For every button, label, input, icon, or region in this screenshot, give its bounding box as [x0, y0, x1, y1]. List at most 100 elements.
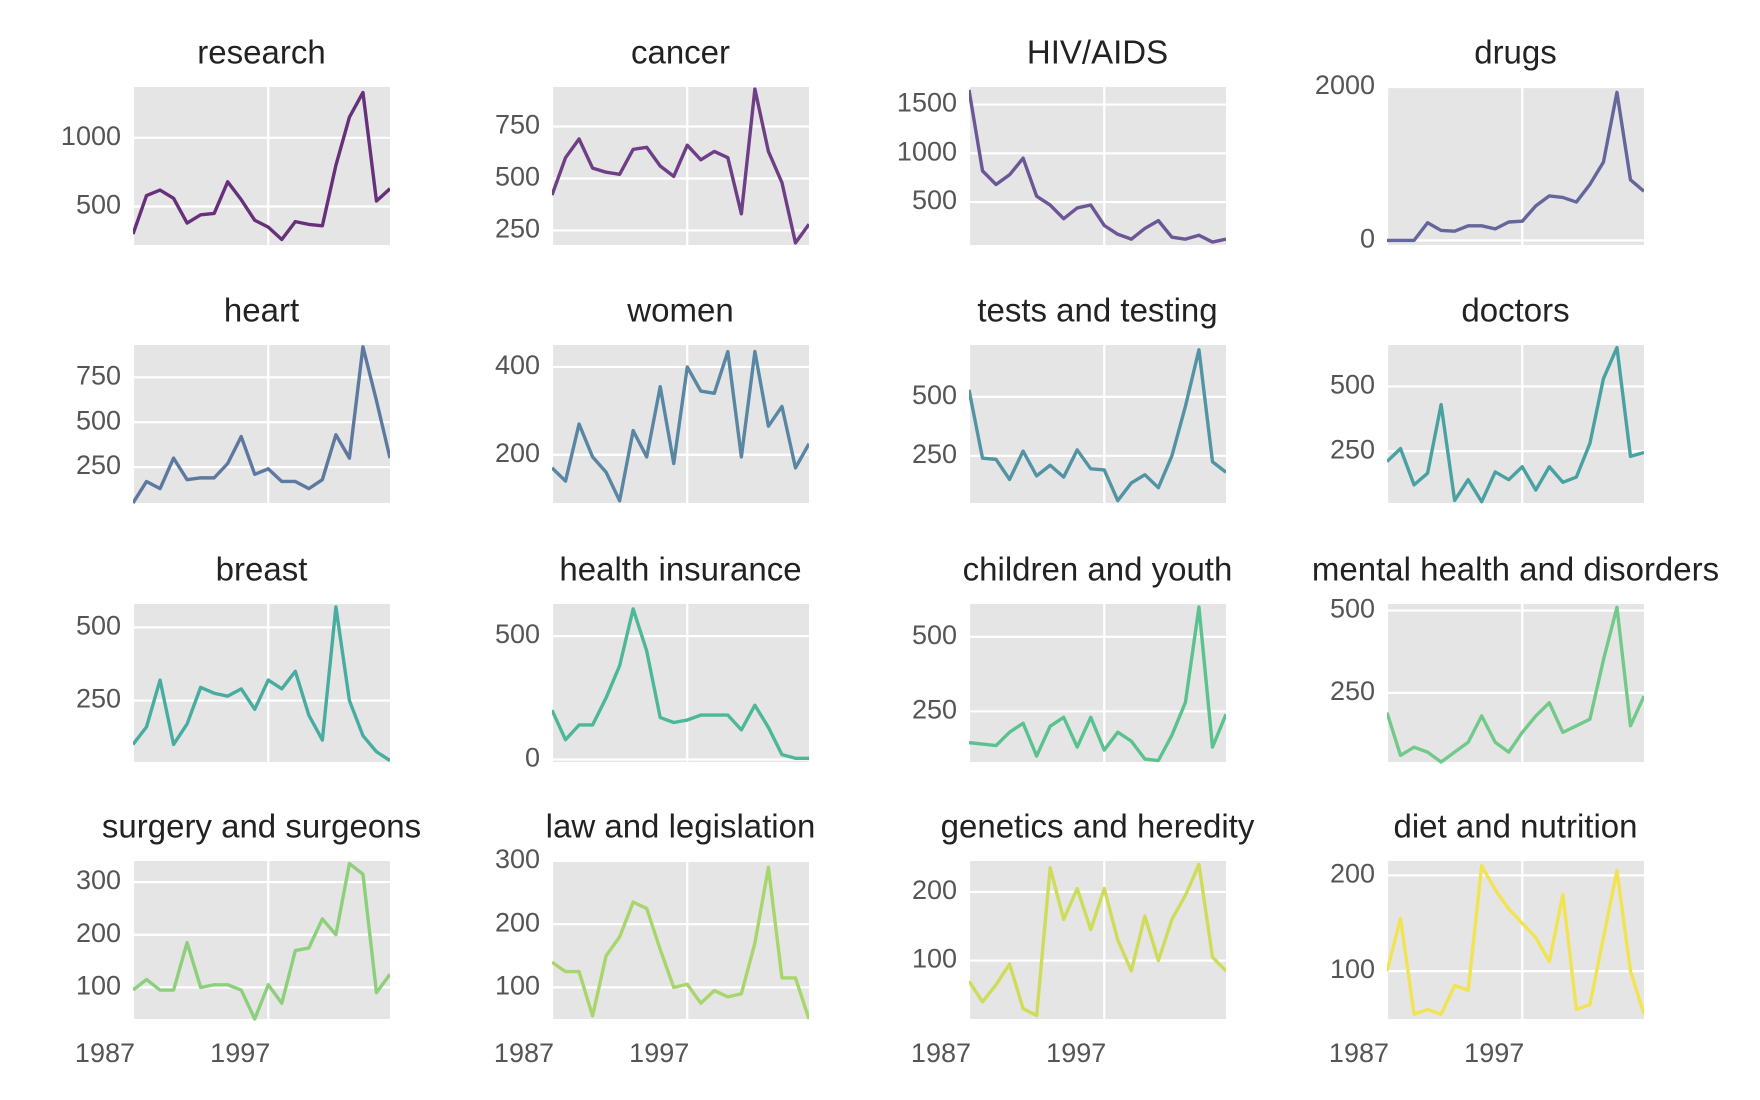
- y-tick-label: 400: [495, 350, 540, 380]
- subplot-title: cancer: [631, 34, 730, 71]
- y-tick-label: 2000: [1315, 70, 1375, 100]
- subplot-title: children and youth: [963, 551, 1233, 588]
- subplot-title: health insurance: [559, 551, 801, 588]
- x-tick-label: 1997: [1046, 1038, 1106, 1068]
- subplot: 100 200 1987 1997 diet and nutrition: [1329, 808, 1644, 1068]
- x-tick-label: 1997: [629, 1038, 689, 1068]
- subplot-title: mental health and disorders: [1312, 551, 1719, 588]
- subplot-title: heart: [224, 292, 299, 329]
- subplot: 100 200 300 1987 1997 law and legislation: [494, 808, 815, 1068]
- y-tick-label: 0: [525, 743, 540, 773]
- x-tick-label: 1987: [75, 1038, 135, 1068]
- line-series: [552, 87, 809, 245]
- plot-background: [133, 861, 390, 1019]
- subplot: 250 500 750 heart: [76, 292, 390, 504]
- subplot: 250 500 750 cancer: [495, 34, 809, 245]
- y-tick-label: 100: [1330, 954, 1375, 984]
- y-tick-label: 500: [76, 405, 121, 435]
- y-tick-label: 200: [912, 875, 957, 905]
- y-tick-label: 250: [912, 694, 957, 724]
- y-tick-label: 500: [912, 380, 957, 410]
- line-series: [552, 607, 809, 760]
- subplot: 250 500 tests and testing: [912, 292, 1226, 503]
- x-tick-label: 1997: [210, 1038, 270, 1068]
- line-series: [552, 865, 809, 1020]
- x-tick-label: 1997: [1464, 1038, 1524, 1068]
- y-tick-label: 1000: [61, 121, 121, 151]
- subplot: 250 500 mental health and disorders: [1312, 551, 1719, 764]
- x-tick-label: 1987: [494, 1038, 554, 1068]
- plot-background: [552, 604, 809, 762]
- subplot: 250 500 children and youth: [912, 551, 1233, 763]
- plot-background: [969, 861, 1226, 1019]
- subplot-title: drugs: [1474, 34, 1557, 71]
- line-series: [552, 349, 809, 503]
- y-tick-label: 250: [912, 439, 957, 469]
- y-tick-label: 250: [495, 214, 540, 244]
- subplot: 500 1000 research: [61, 34, 390, 245]
- subplot-title: HIV/AIDS: [1027, 34, 1168, 71]
- subplot-title: women: [626, 292, 733, 329]
- plot-background: [552, 87, 809, 245]
- subplot: 100 200 1987 1997 genetics and heredity: [911, 808, 1255, 1068]
- y-tick-label: 500: [495, 162, 540, 192]
- subplot-title: genetics and heredity: [941, 808, 1255, 845]
- subplot: 200 400 women: [495, 292, 809, 503]
- y-tick-label: 0: [1360, 224, 1375, 254]
- y-tick-label: 500: [912, 620, 957, 650]
- y-tick-label: 250: [76, 450, 121, 480]
- y-tick-label: 200: [1330, 858, 1375, 888]
- plot-background: [1387, 345, 1644, 503]
- subplot-title: research: [197, 34, 325, 71]
- plot-background: [133, 345, 390, 503]
- plot-background: [1387, 604, 1644, 762]
- y-tick-label: 750: [495, 110, 540, 140]
- y-tick-label: 500: [76, 611, 121, 641]
- y-tick-label: 200: [495, 907, 540, 937]
- line-series: [133, 605, 390, 762]
- y-tick-label: 100: [912, 944, 957, 974]
- y-tick-label: 250: [1330, 434, 1375, 464]
- y-tick-label: 300: [495, 844, 540, 874]
- y-tick-label: 200: [76, 918, 121, 948]
- subplot: 250 500 breast: [76, 551, 390, 762]
- y-tick-label: 500: [1330, 370, 1375, 400]
- y-tick-label: 100: [76, 971, 121, 1001]
- y-tick-label: 750: [76, 360, 121, 390]
- line-series: [133, 861, 390, 1021]
- subplot: 0 2000 drugs: [1315, 34, 1644, 254]
- x-tick-label: 1987: [911, 1038, 971, 1068]
- line-series: [1387, 605, 1644, 764]
- y-tick-label: 1000: [897, 136, 957, 166]
- subplot: 500 1000 1500 HIV/AIDS: [897, 34, 1226, 245]
- plot-background: [969, 87, 1226, 245]
- y-tick-label: 300: [76, 865, 121, 895]
- subplot-title: tests and testing: [977, 292, 1217, 329]
- subplot: 0 500 health insurance: [495, 551, 809, 773]
- line-series: [969, 348, 1226, 503]
- subplot-title: breast: [216, 551, 308, 588]
- subplot: 250 500 doctors: [1330, 292, 1644, 504]
- subplot-title: doctors: [1461, 292, 1569, 329]
- y-tick-label: 100: [495, 971, 540, 1001]
- subplot: 100 200 300 1987 1997 surgery and surgeons: [75, 808, 421, 1068]
- line-series: [133, 345, 390, 504]
- y-tick-label: 500: [495, 619, 540, 649]
- x-tick-label: 1987: [1329, 1038, 1389, 1068]
- line-series: [969, 605, 1226, 763]
- line-series: [1387, 90, 1644, 243]
- line-series: [1387, 864, 1644, 1016]
- subplot-title: diet and nutrition: [1393, 808, 1637, 845]
- y-tick-label: 250: [76, 684, 121, 714]
- y-tick-label: 200: [495, 438, 540, 468]
- line-series: [133, 90, 390, 242]
- plot-background: [1387, 861, 1644, 1019]
- y-tick-label: 500: [76, 190, 121, 220]
- subplot-title: surgery and surgeons: [102, 808, 421, 845]
- line-series: [969, 89, 1226, 244]
- y-tick-label: 500: [912, 185, 957, 215]
- y-tick-label: 1500: [897, 88, 957, 118]
- y-tick-label: 250: [1330, 676, 1375, 706]
- y-tick-label: 500: [1330, 594, 1375, 624]
